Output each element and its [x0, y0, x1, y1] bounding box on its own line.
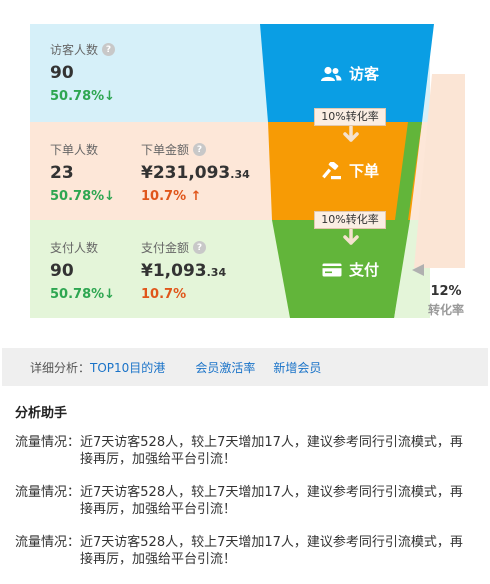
order-amount-label-row: 下单金额 ? — [141, 141, 250, 158]
pay-amount-rate: 10.7% — [141, 287, 187, 302]
arrow-down-icon — [343, 126, 359, 142]
order-amount-label: 下单金额 — [141, 143, 190, 157]
conversion-tag-2: 10%转化率 — [314, 211, 386, 229]
pay-count-rate: 50.78%↓ — [50, 287, 116, 302]
visitor-count-rate: 50.78%↓ — [50, 89, 116, 104]
advice-label: 流量情况： — [15, 485, 81, 500]
total-conversion-value: 12% — [430, 284, 462, 299]
card-icon — [322, 263, 342, 276]
arrow-down-icon — [343, 229, 359, 245]
link-member-activation[interactable]: 会员激活率 — [195, 360, 256, 375]
order-amount-metric: 下单金额 ? ¥231,093.34 10.7% ↑ — [141, 141, 250, 204]
link-top10-ports[interactable]: TOP10目的港 — [90, 360, 166, 375]
funnel-stage-order — [268, 122, 422, 220]
total-conversion-label: 转化率 — [427, 303, 464, 317]
conversion-tag-1: 10%转化率 — [314, 108, 386, 126]
order-count-label: 下单人数 — [50, 143, 99, 157]
pay-count-metric: 支付人数 90 50.78%↓ — [50, 239, 115, 302]
pay-amount-label: 支付金额 — [141, 241, 190, 255]
advice-text: 近7天访客528人，较上7天增加17人，建议参考同行引流模式，再接再厉，加强给平… — [80, 435, 463, 467]
order-count-rate: 50.78%↓ — [50, 189, 116, 204]
order-count-metric: 下单人数 23 50.78%↓ — [50, 141, 115, 204]
pay-count-value: 90 — [50, 261, 74, 281]
funnel-total-bracket — [414, 74, 465, 268]
link-new-members[interactable]: 新增会员 — [273, 360, 322, 375]
advice-text: 近7天访客528人，较上7天增加17人，建议参考同行引流模式，再接再厉，加强给平… — [80, 485, 463, 517]
order-amount-main: ¥231,093 — [141, 163, 231, 183]
visitor-count-label: 访客人数 — [50, 43, 99, 57]
advice-text: 近7天访客528人，较上7天增加17人，建议参考同行引流模式，再接再厉，加强给平… — [80, 535, 463, 567]
total-conversion: 12% 转化率 — [416, 284, 476, 318]
advice-label: 流量情况： — [15, 535, 81, 550]
side-arrow-icon — [412, 264, 424, 276]
visitor-count-label-row: 访客人数 ? — [50, 41, 116, 58]
order-amount-cents: .34 — [230, 168, 250, 181]
advice-label: 流量情况： — [15, 435, 81, 450]
users-icon — [321, 66, 342, 81]
order-amount-rate: 10.7% ↑ — [141, 189, 202, 204]
analysis-assistant: 分析助手 流量情况： 近7天访客528人，较上7天增加17人，建议参考同行引流模… — [15, 402, 480, 568]
order-amount-value: ¥231,093.34 — [141, 163, 250, 183]
visitor-count-value: 90 — [50, 63, 74, 83]
help-icon[interactable]: ? — [193, 241, 207, 254]
pay-amount-value: ¥1,093.34 — [141, 261, 226, 281]
stage-visitor-text: 访客 — [349, 65, 380, 83]
pay-amount-main: ¥1,093 — [141, 261, 207, 281]
stage-label-visitor: 访客 — [320, 63, 379, 84]
stage-pay-text: 支付 — [349, 261, 380, 279]
help-icon[interactable]: ? — [102, 43, 116, 56]
pay-amount-label-row: 支付金额 ? — [141, 239, 226, 256]
stage-label-order: 下单 — [322, 160, 379, 181]
conversion-funnel: 访客人数 ? 90 50.78%↓ 下单人数 23 50.78%↓ 下单金额 ?… — [30, 24, 476, 318]
detail-analysis-label: 详细分析： — [30, 360, 91, 375]
advice-item: 流量情况： 近7天访客528人，较上7天增加17人，建议参考同行引流模式，再接再… — [15, 434, 480, 468]
funnel-green-rim — [382, 122, 422, 318]
funnel-stage-visitor — [260, 24, 434, 122]
pay-amount-cents: .34 — [206, 266, 227, 279]
detail-analysis-bar: 详细分析： TOP10目的港 会员激活率 新增会员 — [2, 348, 488, 386]
help-icon[interactable]: ? — [193, 143, 207, 156]
gavel-icon — [322, 161, 341, 179]
visitor-metric: 访客人数 ? 90 50.78%↓ — [50, 41, 115, 104]
pay-amount-metric: 支付金额 ? ¥1,093.34 10.7% — [141, 239, 226, 302]
assistant-title: 分析助手 — [15, 406, 68, 421]
pay-count-label: 支付人数 — [50, 241, 99, 255]
order-count-value: 23 — [50, 163, 74, 183]
stage-order-text: 下单 — [349, 162, 380, 180]
advice-item: 流量情况： 近7天访客528人，较上7天增加17人，建议参考同行引流模式，再接再… — [15, 534, 480, 568]
stage-label-pay: 支付 — [322, 259, 379, 280]
advice-item: 流量情况： 近7天访客528人，较上7天增加17人，建议参考同行引流模式，再接再… — [15, 484, 480, 518]
